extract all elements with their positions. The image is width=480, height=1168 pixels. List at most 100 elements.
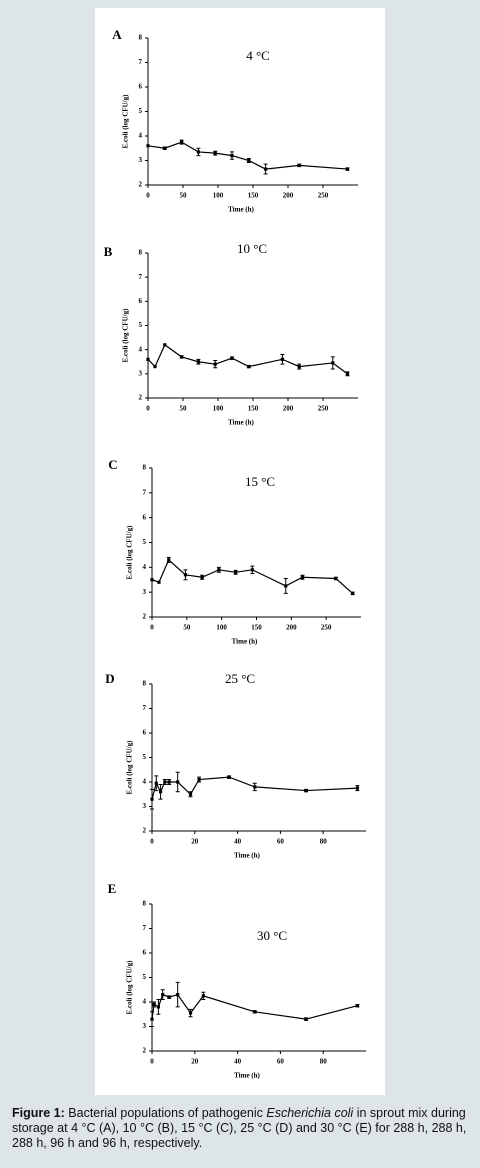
y-tick-label: 7 xyxy=(143,488,147,496)
x-tick-label: 100 xyxy=(216,624,227,632)
caption-text: Bacterial populations of pathogenic xyxy=(68,1106,263,1120)
data-point xyxy=(197,777,201,782)
x-tick-label: 50 xyxy=(180,192,188,200)
x-tick-label: 40 xyxy=(234,838,242,846)
x-tick-label: 250 xyxy=(321,624,332,632)
data-point xyxy=(158,790,163,794)
y-tick-label: 7 xyxy=(139,58,143,66)
data-point xyxy=(163,343,167,347)
data-point xyxy=(230,154,234,158)
y-tick-label: 3 xyxy=(139,156,143,164)
panel-letter: C xyxy=(108,457,117,472)
x-tick-label: 50 xyxy=(180,405,188,413)
y-tick-label: 8 xyxy=(143,900,147,908)
data-point xyxy=(167,995,171,999)
y-tick-label: 5 xyxy=(139,321,143,329)
data-point xyxy=(146,144,150,148)
data-point xyxy=(230,356,234,360)
x-tick-label: 0 xyxy=(146,405,150,413)
x-tick-label: 20 xyxy=(191,1058,199,1066)
caption: Figure 1: Bacterial populations of patho… xyxy=(12,1106,470,1151)
chart-title: 15 °C xyxy=(245,474,275,489)
x-tick-label: 200 xyxy=(283,405,294,413)
y-tick-label: 3 xyxy=(143,588,147,596)
y-axis-label: E.coli (log CFU/g) xyxy=(122,94,130,149)
caption-label: Figure 1: xyxy=(12,1106,65,1120)
x-axis-label: Time (h) xyxy=(228,206,254,214)
data-point xyxy=(161,993,165,997)
data-point xyxy=(150,1017,154,1021)
data-point xyxy=(247,158,251,163)
x-tick-label: 80 xyxy=(320,838,328,846)
x-tick-label: 0 xyxy=(146,192,150,200)
data-point xyxy=(157,580,161,584)
data-point xyxy=(153,364,157,369)
y-tick-label: 6 xyxy=(143,729,147,737)
panel-letter: D xyxy=(105,671,114,686)
y-tick-label: 7 xyxy=(143,704,147,712)
data-point xyxy=(297,364,301,369)
x-tick-label: 150 xyxy=(251,624,262,632)
x-tick-label: 100 xyxy=(213,405,224,413)
data-point xyxy=(188,792,193,796)
data-point xyxy=(264,167,268,171)
x-tick-label: 0 xyxy=(150,1058,154,1066)
y-tick-label: 8 xyxy=(139,249,143,257)
y-tick-label: 6 xyxy=(143,513,147,521)
data-point xyxy=(196,360,200,364)
data-point xyxy=(304,788,308,793)
y-axis-label: E.coli (log CFU/g) xyxy=(126,740,134,795)
data-point xyxy=(163,780,167,784)
data-point xyxy=(253,785,257,789)
data-line xyxy=(151,558,354,594)
x-tick-label: 80 xyxy=(320,1058,328,1066)
data-point xyxy=(163,146,167,150)
y-tick-label: 8 xyxy=(143,464,147,472)
data-point xyxy=(200,575,204,579)
y-tick-label: 2 xyxy=(143,827,147,835)
x-tick-label: 40 xyxy=(234,1058,242,1066)
x-tick-label: 60 xyxy=(277,1058,285,1066)
y-tick-label: 5 xyxy=(143,538,147,546)
y-tick-label: 2 xyxy=(139,394,143,402)
data-point xyxy=(297,163,301,167)
x-axis-label: Time (h) xyxy=(234,852,260,860)
x-tick-label: 200 xyxy=(286,624,297,632)
x-axis-label: Time (h) xyxy=(228,419,254,427)
y-tick-label: 6 xyxy=(143,949,147,957)
y-tick-label: 2 xyxy=(143,613,147,621)
x-tick-label: 150 xyxy=(248,192,259,200)
y-tick-label: 4 xyxy=(143,563,147,571)
data-point xyxy=(152,1002,156,1007)
y-tick-label: 2 xyxy=(139,181,143,189)
x-axis-label: Time (h) xyxy=(234,1072,260,1080)
x-tick-label: 20 xyxy=(191,838,199,846)
data-point xyxy=(156,1005,161,1009)
data-point xyxy=(300,575,305,579)
data-point xyxy=(180,140,184,144)
y-tick-label: 8 xyxy=(143,680,147,688)
x-tick-label: 250 xyxy=(318,192,329,200)
data-point xyxy=(146,357,150,361)
y-tick-label: 3 xyxy=(143,802,147,810)
panel-letter: B xyxy=(104,244,113,259)
data-point xyxy=(167,558,171,562)
data-point xyxy=(304,1017,308,1021)
chart-title: 30 °C xyxy=(257,928,287,943)
y-tick-label: 4 xyxy=(143,778,147,786)
data-point xyxy=(284,584,288,588)
x-tick-label: 150 xyxy=(248,405,259,413)
data-point xyxy=(183,573,188,577)
x-tick-label: 100 xyxy=(213,192,224,200)
data-point xyxy=(217,568,221,572)
x-tick-label: 0 xyxy=(150,838,154,846)
y-tick-label: 3 xyxy=(143,1022,147,1030)
data-point xyxy=(334,576,338,581)
y-tick-label: 5 xyxy=(139,107,143,115)
data-point xyxy=(213,362,217,366)
data-point xyxy=(355,1004,360,1008)
chart-title: 10 °C xyxy=(237,241,267,256)
data-point xyxy=(201,994,205,998)
data-point xyxy=(247,364,251,369)
